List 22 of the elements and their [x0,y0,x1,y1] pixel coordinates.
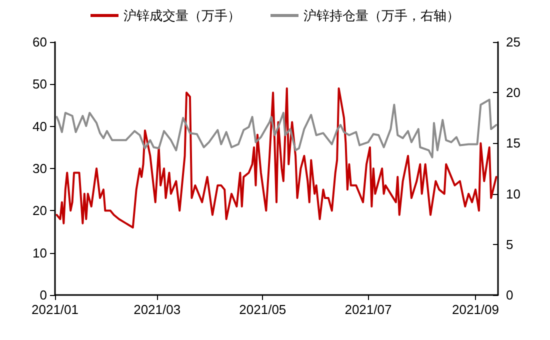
y2-tick-label: 0 [506,288,514,302]
y-tick-label: 0 [40,288,47,302]
y-tick-label: 30 [32,161,47,176]
line-series [56,98,498,158]
legend-label: 沪锌持仓量（万手，右轴） [304,8,460,23]
y2-tick-label: 20 [506,85,520,100]
y2-tick-label: 10 [506,186,520,202]
line-series [56,87,498,229]
x-tick-label: 2021/05 [239,302,286,317]
y-tick-label: 60 [32,34,47,50]
x-tick-label: 2021/07 [344,302,392,317]
y2-tick-label: 15 [506,136,520,151]
y-tick-label: 20 [32,203,47,218]
x-tick-label: 2021/09 [452,302,500,317]
y-tick-label: 40 [32,118,47,134]
y2-tick-label: 5 [506,236,514,252]
y2-tick-label: 25 [506,34,520,50]
y-tick-label: 10 [32,245,47,260]
legend-label: 沪锌成交量（万手） [124,8,240,23]
y-tick-label: 50 [32,76,47,92]
x-tick-label: 2021/01 [32,302,78,317]
x-tick-label: 2021/03 [134,302,181,317]
